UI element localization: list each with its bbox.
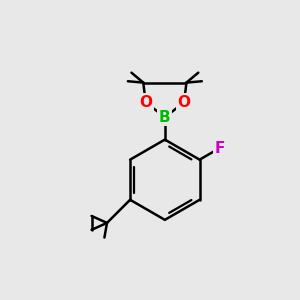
Text: O: O	[178, 95, 190, 110]
Text: B: B	[159, 110, 171, 125]
Text: F: F	[214, 141, 225, 156]
Text: O: O	[139, 95, 152, 110]
